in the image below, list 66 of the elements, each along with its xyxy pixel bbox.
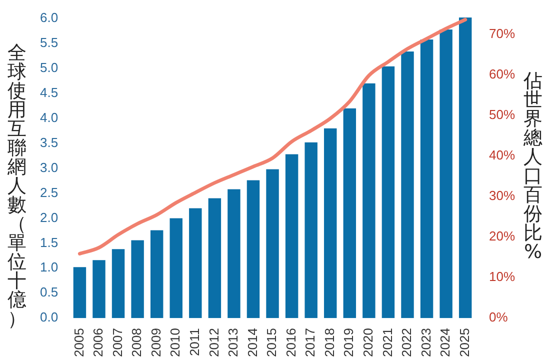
y-tick-label: 6.0 [40,10,58,26]
x-tick-label: 2016 [283,328,298,357]
y2-tick-label: 40% [488,148,516,163]
line-series [78,18,468,256]
y-tick-label: 5.0 [40,60,58,76]
y-tick-label: 0.0 [40,310,58,325]
y-tick-label: 2.5 [40,184,58,200]
x-tick-label: 2012 [206,328,222,357]
x-tick-label: 2025 [456,328,472,357]
bar [458,18,472,318]
y2-tick-label: 30% [488,188,516,204]
y2-tick-label: 20% [488,228,516,244]
x-tick-label: 2021 [380,328,395,357]
bar [246,180,260,318]
y-tick-label: 1.5 [40,234,58,250]
x-tick-label: 2011 [186,328,202,356]
y2-tick-label: 10% [488,269,516,284]
bar [170,218,182,318]
y2-tick-label: 70% [488,26,516,42]
x-tick-label: 2013 [226,328,241,357]
x-tick-label: 2020 [360,328,376,357]
bar [401,51,414,318]
x-tick-label: 2023 [418,328,434,357]
bar [189,208,202,318]
x-tick-label: 2009 [148,328,164,357]
x-tick-label: 2006 [90,328,106,357]
y-tick-label: 5.5 [40,35,58,50]
y2-tick-label: 50% [488,107,516,122]
x-tick-label: 2018 [322,328,337,357]
bar [420,39,434,318]
x-tick-label: 2010 [168,328,183,357]
bar [304,142,318,318]
bar [131,240,144,318]
bar [285,154,298,318]
bar [150,230,164,318]
x-tick-label: 2015 [264,328,280,357]
bar [228,189,240,318]
x-tick-label: 2005 [71,328,86,357]
bar [440,29,452,318]
y-tick-label: 3.5 [40,134,58,150]
bar [382,66,395,318]
x-tick-label: 2022 [399,328,414,357]
x-tick-label: 2019 [341,328,356,357]
x-tick-label: 2024 [438,328,453,357]
x-tick-label: 2008 [129,328,144,357]
bar [343,108,356,318]
bar [266,169,279,318]
text: 佔世界總人口百份比% [524,70,542,263]
x-tick-label: 2017 [302,328,318,357]
bar [92,260,106,318]
x-tick-label: 2014 [244,328,260,357]
y-tick-label: 3.0 [40,160,58,175]
text: 全球使用互聯網人數（單位十億） [8,42,26,330]
y-tick-label: 1.0 [40,260,58,275]
y-tick-label: 4.5 [40,84,58,100]
bar [73,267,86,318]
y2-tick-label: 0% [488,310,508,325]
bar [362,83,376,318]
bar [112,249,125,318]
y-tick-label: 4.0 [40,110,58,125]
bar [324,128,337,318]
bar [208,198,222,318]
y-tick-label: 2.0 [40,210,58,225]
y2-tick-label: 60% [488,66,516,82]
y-tick-label: 0.5 [40,284,58,300]
x-tick-label: 2007 [110,328,125,357]
